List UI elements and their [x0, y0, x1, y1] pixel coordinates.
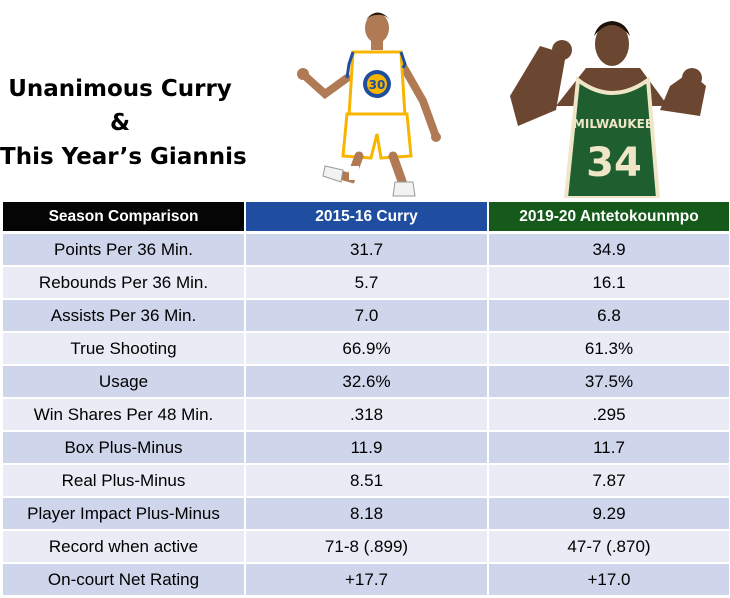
curry-value-cell: 7.0	[244, 298, 489, 333]
table-header-row: Season Comparison 2015-16 Curry 2019-20 …	[1, 200, 730, 234]
giannis-value-cell: 6.8	[487, 298, 730, 333]
giannis-value-cell: 16.1	[487, 265, 730, 300]
giannis-value-cell: 61.3%	[487, 331, 730, 366]
curry-value-cell: 71-8 (.899)	[244, 529, 489, 564]
giannis-value-cell: 37.5%	[487, 364, 730, 399]
comparison-table: Season Comparison 2015-16 Curry 2019-20 …	[1, 200, 730, 597]
table-row: Real Plus-Minus 8.51 7.87	[1, 463, 730, 498]
table-row: Player Impact Plus-Minus 8.18 9.29	[1, 496, 730, 531]
row-label-cell: Points Per 36 Min.	[1, 231, 246, 267]
curry-value-cell: 8.18	[244, 496, 489, 531]
table-row: Assists Per 36 Min. 7.0 6.8	[1, 298, 730, 333]
table-row: True Shooting 66.9% 61.3%	[1, 331, 730, 366]
curry-value-cell: 5.7	[244, 265, 489, 300]
row-label-cell: Record when active	[1, 529, 246, 564]
curry-player-image: 30	[297, 12, 441, 197]
row-label-cell: Real Plus-Minus	[1, 463, 246, 498]
table-row: On-court Net Rating +17.7 +17.0	[1, 562, 730, 597]
table-row: Box Plus-Minus 11.9 11.7	[1, 430, 730, 465]
giannis-jersey-number: 34	[586, 140, 642, 186]
giannis-value-cell: 9.29	[487, 496, 730, 531]
giannis-value-cell: +17.0	[487, 562, 730, 597]
table-row: Points Per 36 Min. 31.7 34.9	[1, 231, 730, 267]
curry-value-cell: 66.9%	[244, 331, 489, 366]
table-row: Usage 32.6% 37.5%	[1, 364, 730, 399]
giannis-value-cell: 11.7	[487, 430, 730, 465]
curry-value-cell: .318	[244, 397, 489, 432]
header-curry: 2015-16 Curry	[244, 200, 489, 234]
table-row: Record when active 71-8 (.899) 47-7 (.870)	[1, 529, 730, 564]
page-title: Unanimous Curry & This Year’s Giannis	[0, 72, 247, 174]
curry-value-cell: +17.7	[244, 562, 489, 597]
row-label-cell: Win Shares Per 48 Min.	[1, 397, 246, 432]
row-label-cell: True Shooting	[1, 331, 246, 366]
row-label-cell: Rebounds Per 36 Min.	[1, 265, 246, 300]
row-label-cell: Assists Per 36 Min.	[1, 298, 246, 333]
giannis-player-image: MILWAUKEE 34	[510, 21, 706, 198]
giannis-jersey-text: MILWAUKEE	[573, 117, 653, 131]
curry-value-cell: 8.51	[244, 463, 489, 498]
curry-value-cell: 11.9	[244, 430, 489, 465]
giannis-value-cell: 7.87	[487, 463, 730, 498]
row-label-cell: Usage	[1, 364, 246, 399]
title-line-2: &	[109, 110, 131, 136]
title-line-1: Unanimous Curry	[8, 76, 232, 102]
giannis-value-cell: 34.9	[487, 231, 730, 267]
title-line-3: This Year’s Giannis	[0, 144, 247, 170]
header-giannis: 2019-20 Antetokounmpo	[487, 200, 730, 234]
giannis-value-cell: 47-7 (.870)	[487, 529, 730, 564]
header-season-comparison: Season Comparison	[1, 200, 246, 234]
row-label-cell: Player Impact Plus-Minus	[1, 496, 246, 531]
curry-value-cell: 32.6%	[244, 364, 489, 399]
row-label-cell: On-court Net Rating	[1, 562, 246, 597]
curry-value-cell: 31.7	[244, 231, 489, 267]
giannis-value-cell: .295	[487, 397, 730, 432]
table-row: Rebounds Per 36 Min. 5.7 16.1	[1, 265, 730, 300]
row-label-cell: Box Plus-Minus	[1, 430, 246, 465]
curry-jersey-number: 30	[369, 78, 386, 92]
table-row: Win Shares Per 48 Min. .318.295	[1, 397, 730, 432]
